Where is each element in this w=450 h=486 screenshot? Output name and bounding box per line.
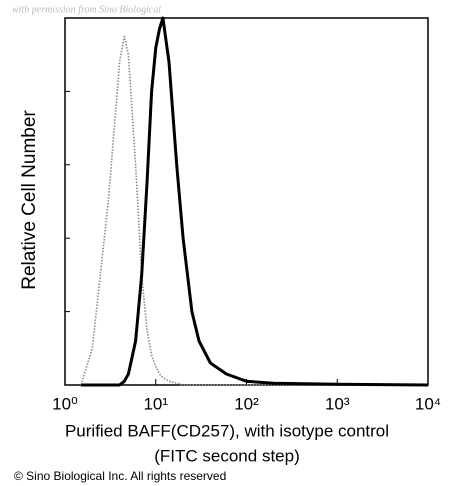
watermark: with permission from Sino Biological — [12, 4, 161, 15]
histogram-line — [80, 35, 428, 386]
x-tick-label: 10⁰ — [52, 394, 78, 413]
x-tick-label: 10³ — [325, 394, 350, 413]
x-tick-label: 10² — [234, 394, 259, 413]
x-tick-label: 10¹ — [143, 394, 168, 413]
histogram-line — [81, 16, 429, 387]
x-tick-label: 10⁴ — [415, 394, 441, 413]
y-axis-label: Relative Cell Number — [19, 110, 40, 290]
x-axis-label: Purified BAFF(CD257), with isotype contr… — [65, 421, 389, 440]
footnote: © Sino Biological Inc. All rights reserv… — [14, 469, 226, 483]
x-axis-label: (FITC second step) — [154, 446, 300, 465]
